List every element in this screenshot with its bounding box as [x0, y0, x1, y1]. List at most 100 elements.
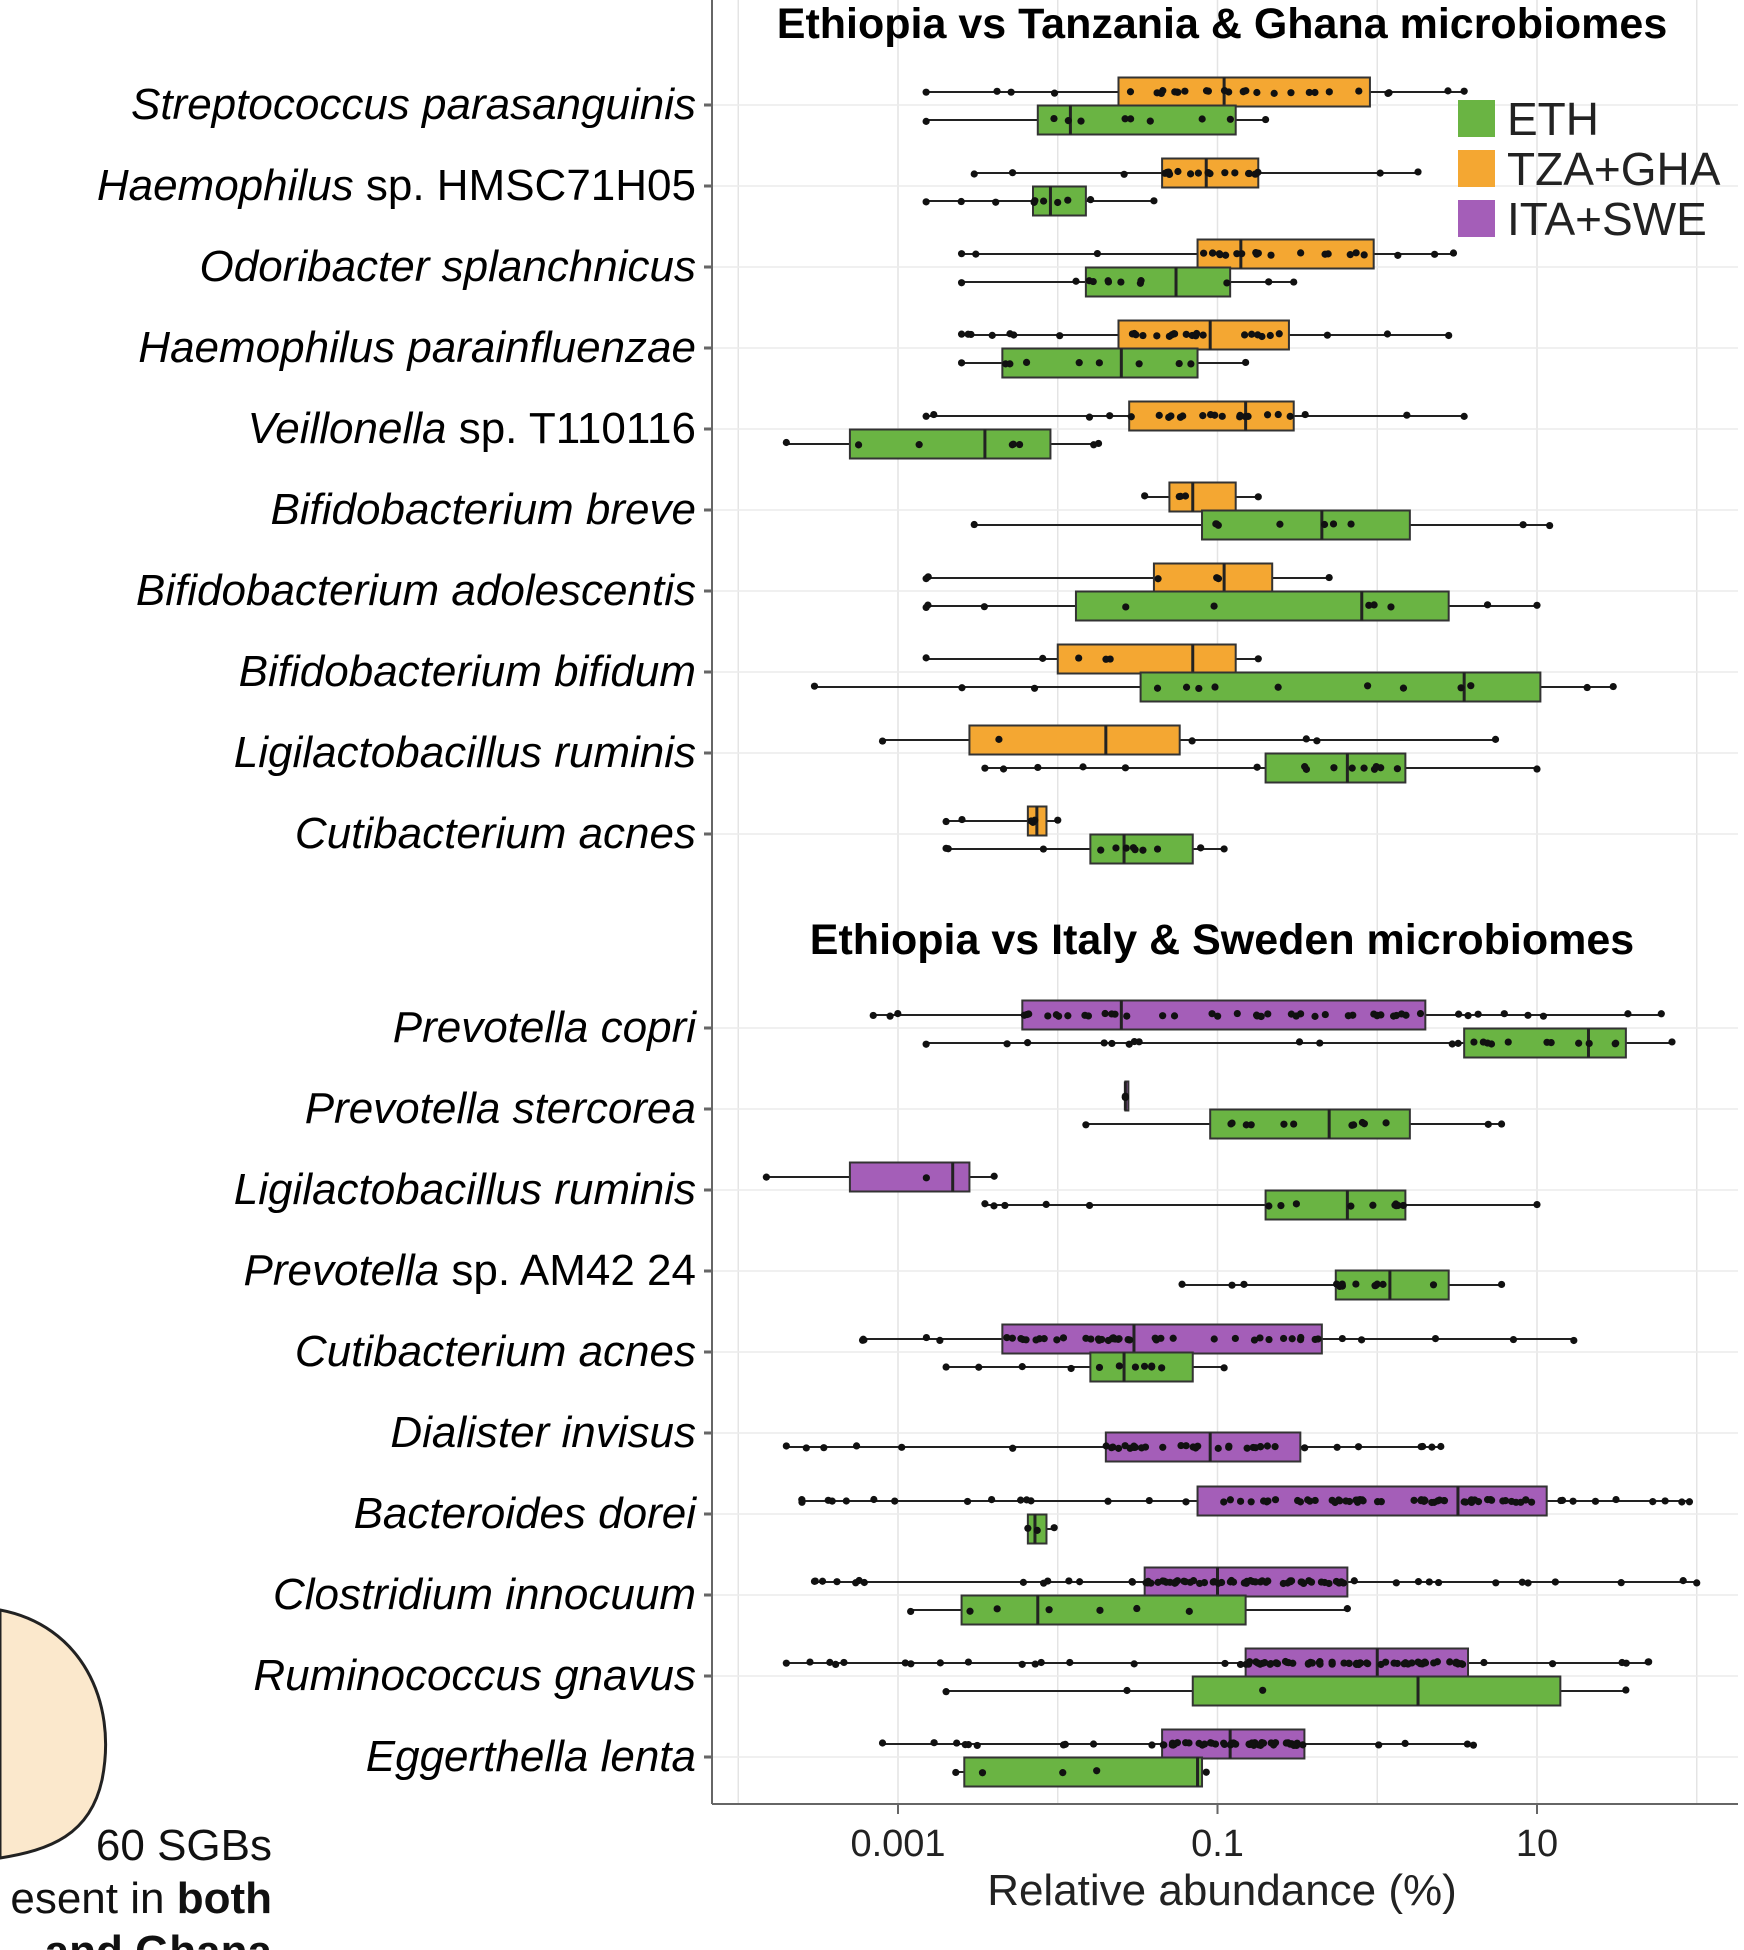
data-point [975, 1363, 983, 1371]
data-point [1098, 1335, 1106, 1344]
data-point [1360, 764, 1368, 772]
data-point [1137, 1444, 1146, 1452]
data-point [1221, 1659, 1229, 1668]
data-point [1474, 1498, 1483, 1506]
species-label: Bifidobacterium bifidum [239, 647, 696, 696]
data-point [840, 1658, 848, 1667]
data-point [1685, 1498, 1694, 1506]
data-point [1208, 1739, 1216, 1747]
box-iqr [968, 724, 1181, 756]
data-point [1218, 412, 1226, 420]
data-point [1042, 1200, 1050, 1209]
data-point [1330, 764, 1338, 772]
data-point [1280, 1120, 1288, 1128]
data-point [1460, 87, 1468, 95]
data-point [924, 601, 932, 609]
data-point [1054, 198, 1062, 207]
data-point [1399, 1201, 1407, 1210]
data-point [980, 603, 988, 611]
data-point [1076, 1578, 1084, 1586]
data-point [1263, 1442, 1271, 1450]
data-point [811, 1577, 819, 1585]
data-point [1226, 115, 1234, 123]
data-point [1254, 331, 1262, 339]
data-point [1265, 1335, 1273, 1344]
data-point [1591, 1497, 1600, 1505]
data-point [1421, 1659, 1430, 1667]
data-point [1401, 1659, 1410, 1667]
data-point [1248, 1739, 1256, 1747]
species-epithet: ruminis [542, 728, 696, 777]
data-point [995, 735, 1003, 743]
data-point [1192, 332, 1200, 340]
data-point [860, 1578, 868, 1587]
data-point [1245, 1658, 1254, 1666]
box-eth [907, 1594, 1351, 1626]
data-point [1533, 601, 1541, 609]
data-point [1025, 1010, 1033, 1018]
species-epithet: splanchnicus [429, 242, 696, 291]
data-point [1079, 763, 1087, 771]
data-point [1355, 87, 1363, 95]
data-point [978, 1769, 987, 1777]
data-point [1167, 412, 1175, 420]
data-point [1247, 1498, 1255, 1506]
data-point [1077, 117, 1085, 125]
data-point [1286, 412, 1294, 420]
data-point [1301, 410, 1309, 419]
box-tza-gha [922, 400, 1468, 432]
species-genus: Veillonella [248, 404, 447, 453]
data-point [1328, 1496, 1336, 1504]
data-point [1199, 412, 1207, 420]
data-point [970, 170, 978, 178]
data-point [1096, 1606, 1104, 1614]
x-tick-label: 10 [1516, 1823, 1558, 1865]
data-point [1153, 332, 1161, 340]
data-point [1457, 684, 1465, 692]
data-point [1373, 1498, 1382, 1506]
data-point [1104, 1497, 1112, 1505]
data-point [1527, 1498, 1536, 1506]
data-point [1059, 1769, 1067, 1777]
data-point [1518, 1578, 1526, 1586]
data-point [981, 764, 989, 772]
data-point [1233, 250, 1241, 258]
legend-swatch-ita-swe [1458, 200, 1495, 237]
data-point [1248, 330, 1256, 338]
data-point [1240, 87, 1248, 95]
data-point [924, 573, 932, 581]
data-point [854, 441, 863, 449]
data-point [1372, 762, 1380, 771]
data-point [1292, 1012, 1300, 1020]
data-point [1185, 1739, 1193, 1747]
data-point [1061, 1740, 1069, 1748]
species-genus: Prevotella [244, 1246, 440, 1295]
data-point [1449, 249, 1458, 257]
species-epithet: parasanguinis [410, 80, 696, 129]
data-point [1265, 278, 1273, 286]
box-iqr [1074, 590, 1450, 622]
data-point [1206, 170, 1214, 178]
data-point [1429, 1281, 1438, 1289]
data-point [1120, 170, 1128, 178]
data-point [1276, 520, 1284, 528]
box-eth [981, 752, 1541, 784]
data-point [1440, 1497, 1449, 1505]
data-point [915, 441, 923, 449]
data-point [1052, 1011, 1060, 1019]
data-point [1023, 1039, 1032, 1047]
data-point [1181, 87, 1189, 95]
data-point [1612, 1495, 1620, 1504]
data-point [1328, 1659, 1336, 1667]
data-point [1483, 601, 1492, 609]
data-point [1182, 1442, 1190, 1450]
data-point [1274, 683, 1282, 691]
data-point [1343, 1605, 1351, 1613]
data-point [1101, 1009, 1109, 1018]
species-label: Ruminococcus gnavus [253, 1651, 696, 1700]
data-point [1153, 845, 1162, 853]
venn-and-ghana: and Ghana [45, 1927, 273, 1950]
data-point [1082, 1121, 1090, 1129]
species-genus: Dialister [390, 1408, 551, 1457]
data-point [1484, 1120, 1492, 1128]
